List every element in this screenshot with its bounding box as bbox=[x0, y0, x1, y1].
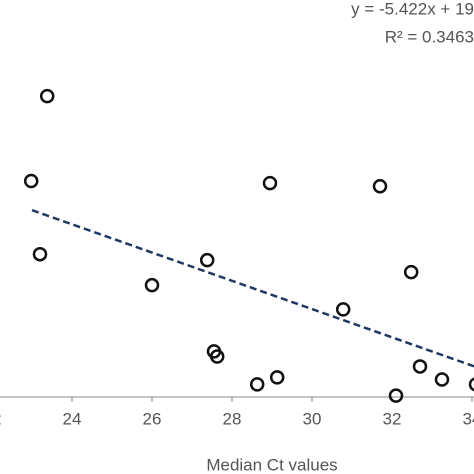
x-tick-label: 34 bbox=[463, 409, 474, 428]
x-axis-label: Median Ct values bbox=[206, 455, 337, 474]
data-point bbox=[412, 359, 428, 374]
x-tick-label: 30 bbox=[303, 409, 322, 428]
data-point bbox=[199, 252, 215, 268]
data-point bbox=[388, 388, 404, 403]
x-tick-label: 26 bbox=[143, 409, 162, 428]
trend-equation: y = -5.422x + 19 bbox=[351, 0, 474, 18]
data-point bbox=[335, 302, 351, 317]
data-point bbox=[209, 349, 225, 364]
data-point bbox=[403, 264, 419, 280]
x-tick-label: 22 bbox=[0, 409, 1, 428]
data-point bbox=[249, 377, 265, 392]
x-tick-label: 32 bbox=[383, 409, 402, 428]
trend-line bbox=[31, 208, 474, 368]
data-point bbox=[434, 372, 450, 387]
data-point bbox=[262, 175, 278, 191]
x-tick-label: 24 bbox=[63, 409, 82, 428]
data-point bbox=[468, 377, 474, 392]
x-tick-label: 28 bbox=[223, 409, 242, 428]
data-point bbox=[32, 246, 48, 262]
data-point bbox=[269, 370, 285, 385]
data-point bbox=[144, 277, 160, 293]
data-point bbox=[372, 178, 388, 194]
r-squared: R² = 0.3463 bbox=[385, 27, 474, 46]
data-point bbox=[39, 88, 55, 104]
data-point bbox=[23, 173, 39, 189]
